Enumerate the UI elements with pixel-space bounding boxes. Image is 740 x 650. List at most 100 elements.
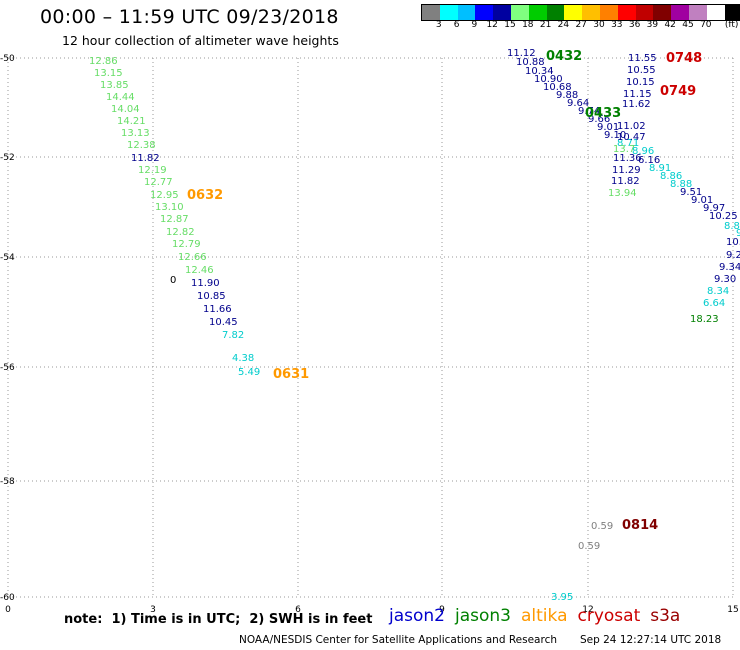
wave-height-label: 3.95 — [551, 592, 573, 603]
wave-height-label: 13.85 — [100, 80, 129, 91]
wave-height-label: 9.34 — [719, 262, 740, 273]
legend-swatch — [617, 5, 636, 20]
satellite-name: altika — [521, 606, 568, 626]
wave-height-label: 12.38 — [127, 140, 156, 151]
satellite-name: cryosat — [577, 606, 641, 626]
x-tick-label: 0 — [5, 605, 11, 615]
legend-swatch — [439, 5, 458, 20]
legend-label: 27 — [575, 20, 587, 30]
legend-label: 24 — [557, 20, 570, 30]
wave-height-label: 13.10 — [155, 202, 184, 213]
generated-timestamp: Sep 24 12:27:14 UTC 2018 — [580, 634, 722, 646]
legend-label: 15 — [504, 20, 516, 30]
plot-axes: 0 3 6 9 12 15 -50 -52 -54 -56 -58 -60 — [0, 54, 739, 615]
wave-height-label: 12.86 — [89, 56, 118, 67]
legend-label: 36 — [628, 20, 641, 30]
x-tick-label: 15 — [727, 605, 738, 615]
wave-height-label: 11.82 — [131, 153, 160, 164]
wave-height-label: 14.21 — [117, 116, 146, 127]
wave-height-label: 18.23 — [690, 314, 719, 325]
wave-height-label: 9.10 — [604, 130, 626, 141]
y-tick-label: -58 — [0, 477, 15, 487]
wave-height-label: 4.38 — [232, 353, 254, 364]
pass-time-label: 0631 — [273, 367, 309, 382]
wave-height-label: 10.45 — [209, 317, 238, 328]
x-tick-label: 9 — [439, 605, 445, 615]
legend-label: 45 — [682, 20, 694, 30]
x-tick-label: 3 — [150, 605, 156, 615]
wave-height-label: 9.01 — [691, 195, 713, 206]
pass-time-label: 0432 — [546, 49, 582, 64]
x-tick-label: 6 — [295, 605, 301, 615]
wave-height-label: 8.34 — [707, 286, 729, 297]
footer-note: note: 1) Time is in UTC; 2) SWH is in fe… — [64, 612, 373, 627]
wave-height-label: 11.12 — [507, 48, 536, 59]
pass-time-label: 0433 — [585, 106, 621, 121]
legend-label: 33 — [611, 20, 623, 30]
wave-height-label: 9.66 — [588, 114, 610, 125]
legend-swatch — [582, 5, 600, 20]
wave-height-label: 12.46 — [185, 265, 214, 276]
wave-height-label: 8.91 — [649, 163, 671, 174]
satellite-name: jason3 — [455, 606, 511, 626]
legend-swatch — [528, 5, 547, 20]
wave-height-label: 12.66 — [178, 252, 207, 263]
page-subtitle: 12 hour collection of altimeter wave hei… — [62, 33, 339, 48]
legend-swatch — [564, 5, 583, 20]
wave-height-label: 11.36 — [613, 153, 642, 164]
page-title: 00:00 – 11:59 UTC 09/23/2018 — [40, 6, 339, 28]
legend-label: 12 — [486, 20, 498, 30]
wave-height-label: 9.30 — [714, 274, 736, 285]
wave-height-label: 9.97 — [703, 203, 725, 214]
legend-swatch — [653, 5, 672, 20]
legend-label: 9 — [471, 20, 478, 30]
satellite-name: s3a — [650, 606, 681, 626]
wave-height-label: 8.8 — [724, 221, 740, 232]
y-tick-label: -60 — [0, 593, 15, 603]
legend-label: 39 — [646, 20, 659, 30]
y-tick-label: -54 — [0, 253, 15, 263]
plot-marks: 12.8613.1513.8514.4414.0414.2113.1312.38… — [89, 48, 740, 603]
wave-height-label: 0.59 — [578, 541, 600, 552]
legend-label: 3 — [435, 20, 442, 30]
legend-swatch — [493, 5, 511, 20]
color-scale-legend — [421, 4, 740, 21]
legend-label: 18 — [522, 20, 534, 30]
pass-time-label: 0748 — [666, 51, 702, 66]
wave-height-label: 11.90 — [191, 278, 220, 289]
wave-height-label: 9.2 — [726, 250, 740, 261]
wave-height-label: 8.96 — [632, 146, 654, 157]
legend-swatch — [475, 5, 494, 20]
wave-height-label: 11.15 — [623, 89, 652, 100]
wave-height-label: 10.88 — [516, 57, 545, 68]
wave-height-label: 12.87 — [160, 214, 189, 225]
legend-label: 30 — [593, 20, 605, 30]
wave-height-label: 10.55 — [627, 65, 656, 76]
legend-swatch — [422, 5, 440, 20]
legend-swatch — [724, 5, 740, 20]
wave-height-label: 6.64 — [703, 298, 725, 309]
legend-swatch — [510, 5, 529, 20]
pass-time-label: 0814 — [622, 518, 658, 533]
y-tick-label: -56 — [0, 363, 15, 373]
legend-swatch — [688, 5, 707, 20]
wave-height-label: 13.7 — [613, 144, 635, 155]
wave-height-label: 9.01 — [597, 122, 619, 133]
wave-height-label: 9.64 — [567, 98, 589, 109]
wave-height-label: 12.82 — [166, 227, 195, 238]
wave-height-label: 13.15 — [94, 68, 123, 79]
wave-height-label: 8.88 — [670, 179, 692, 190]
wave-height-label: 11.29 — [612, 165, 641, 176]
color-scale-labels: 3 6 9 12 15 18 21 24 27 30 33 36 39 42 45 70 (ft) — [421, 20, 740, 32]
wave-height-label: 8.71 — [617, 138, 639, 149]
wave-height-label: 10.15 — [626, 77, 655, 88]
wave-height-label: 9.74 — [578, 106, 600, 117]
legend-swatch — [546, 5, 565, 20]
pass-time-label: 0632 — [187, 188, 223, 203]
wave-height-label: 14.04 — [111, 104, 140, 115]
wave-height-label: 10.85 — [197, 291, 226, 302]
wave-height-label: 8.86 — [660, 171, 682, 182]
wave-height-label: 0 — [170, 275, 176, 286]
wave-height-label: 10.34 — [525, 66, 554, 77]
legend-label: 6 — [453, 20, 460, 30]
